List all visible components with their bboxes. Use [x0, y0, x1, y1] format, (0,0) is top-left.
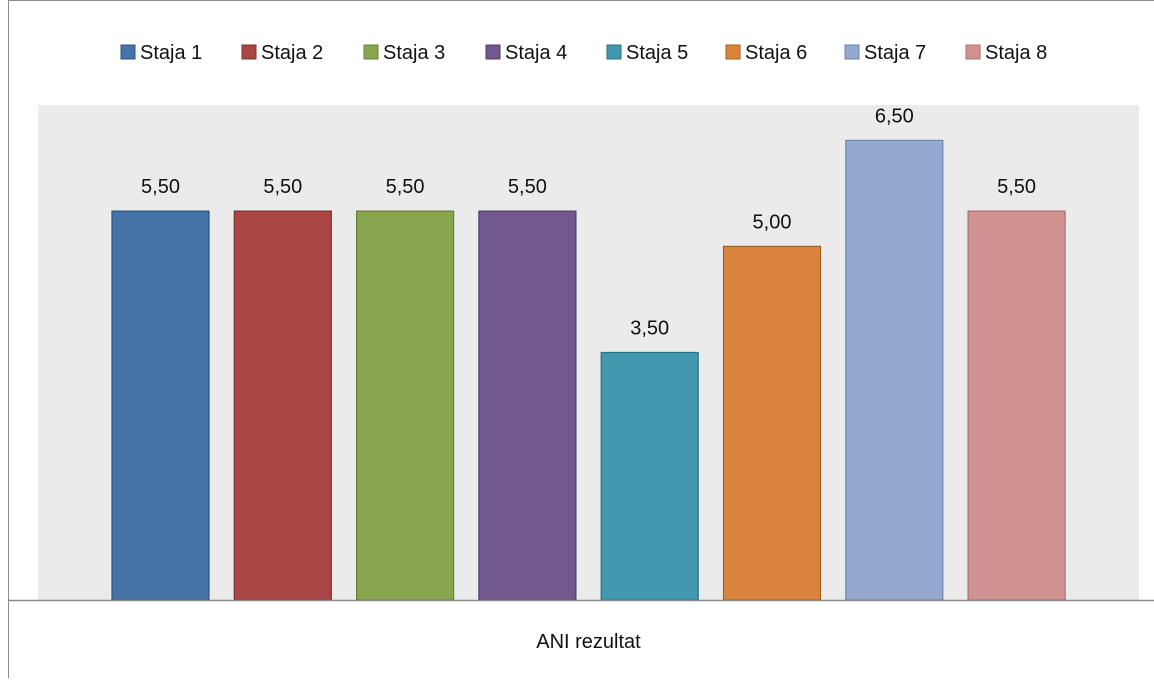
legend-item-staja-2: Staja 2: [241, 42, 323, 64]
data-label-staja-5: 3,50: [630, 318, 669, 340]
plot-area: [38, 105, 1139, 600]
data-label-staja-7: 6,50: [875, 105, 914, 127]
x-axis-title: ANI rezultat: [536, 631, 641, 653]
data-label-staja-2: 5,50: [263, 176, 302, 198]
legend-label: Staja 4: [505, 42, 567, 64]
legend-swatch: [725, 44, 741, 60]
legend: Staja 1 Staja 2 Staja 3 Staja 4 Staja 5 Staja…: [120, 42, 1047, 64]
legend-item-staja-5: Staja 5: [606, 42, 688, 64]
legend-item-staja-4: Staja 4: [485, 42, 567, 64]
bar-staja-2: [233, 210, 332, 601]
legend-label: Staja 6: [745, 42, 807, 64]
legend-swatch: [965, 44, 981, 60]
legend-item-staja-3: Staja 3: [363, 42, 445, 64]
data-label-staja-4: 5,50: [508, 176, 547, 198]
legend-swatch: [485, 44, 501, 60]
legend-swatch: [120, 44, 136, 60]
bar-staja-1: [111, 210, 210, 601]
legend-label: Staja 7: [864, 42, 926, 64]
legend-item-staja-1: Staja 1: [120, 42, 202, 64]
bar-staja-4: [478, 210, 577, 601]
bar-staja-3: [356, 210, 455, 601]
legend-label: Staja 2: [261, 42, 323, 64]
legend-label: Staja 5: [626, 42, 688, 64]
legend-label: Staja 1: [140, 42, 202, 64]
legend-item-staja-6: Staja 6: [725, 42, 807, 64]
legend-item-staja-7: Staja 7: [844, 42, 926, 64]
legend-swatch: [363, 44, 379, 60]
bar-staja-8: [967, 210, 1066, 601]
legend-item-staja-8: Staja 8: [965, 42, 1047, 64]
bar-staja-7: [845, 139, 944, 601]
bar-staja-5: [600, 351, 699, 601]
data-label-staja-1: 5,50: [141, 176, 180, 198]
legend-label: Staja 3: [383, 42, 445, 64]
bar-staja-6: [722, 245, 822, 601]
data-labels: 5,50 5,50 5,50 5,50 3,50 5,00 6,50 5,50: [141, 105, 1036, 339]
chart-frame: Staja 1 Staja 2 Staja 3 Staja 4 Staja 5 Staja…: [8, 0, 1154, 678]
legend-swatch: [844, 44, 860, 60]
bar-chart: Staja 1 Staja 2 Staja 3 Staja 4 Staja 5 Staja…: [9, 42, 1154, 653]
legend-swatch: [606, 44, 622, 60]
data-label-staja-6: 5,00: [753, 211, 792, 233]
legend-swatch: [241, 44, 257, 60]
bars: [111, 139, 1066, 601]
data-label-staja-8: 5,50: [997, 176, 1036, 198]
data-label-staja-3: 5,50: [386, 176, 425, 198]
legend-label: Staja 8: [985, 42, 1047, 64]
